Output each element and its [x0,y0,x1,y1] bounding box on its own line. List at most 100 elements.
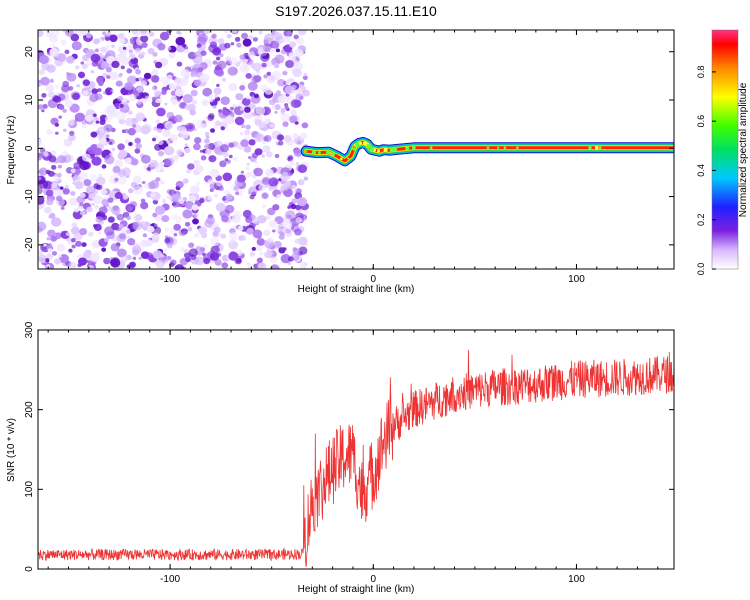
noise-blob [171,99,178,105]
noise-blob [46,198,54,206]
noise-blob [91,88,98,95]
noise-blob [133,175,142,184]
noise-blob [60,39,67,46]
noise-blob [92,224,97,228]
noise-blob [55,85,59,89]
noise-blob [38,226,43,233]
spectrogram-y-tick-label: 0 [24,145,35,151]
noise-blob [303,210,309,215]
noise-blob [228,83,238,92]
noise-blob [61,150,68,157]
noise-blob [71,41,82,51]
noise-blob [263,74,268,79]
colorbar-tick-label: 0.2 [696,213,706,226]
noise-blob [94,204,100,210]
noise-blob [266,237,274,243]
noise-blob [200,50,207,56]
noise-blob [303,176,309,181]
noise-blob [194,233,200,238]
noise-blob [104,237,109,243]
noise-blob [49,78,54,83]
noise-blob [149,179,160,189]
noise-blob [90,53,101,63]
noise-blob [133,242,141,249]
noise-blob [236,174,246,183]
noise-blob [66,72,77,82]
noise-blob [127,206,133,212]
noise-blob [152,232,160,239]
noise-blob [64,49,70,55]
noise-blob [166,140,171,144]
snr-panel: -100 0 100 0 100 200 300 Height of straight li… [6,321,675,595]
noise-blob [199,198,205,204]
noise-blob [241,81,246,86]
noise-blob [277,95,286,104]
track-speckle [503,146,507,150]
noise-blob [183,248,189,254]
noise-blob [171,193,181,202]
noise-blob [58,104,65,110]
noise-blob [47,248,53,253]
noise-blob [231,214,241,223]
track-speckle [340,157,343,161]
noise-blob [262,145,271,153]
noise-blob [215,120,221,126]
snr-series [38,349,674,567]
noise-blob [51,182,58,189]
noise-blob [204,138,210,144]
noise-blob [142,183,150,189]
noise-blob [230,42,235,46]
noise-blob [246,171,253,178]
noise-blob [258,30,263,35]
noise-blob [104,226,115,236]
noise-blob [151,86,156,90]
noise-blob [228,251,239,261]
noise-blob [79,228,88,236]
noise-blob [93,113,97,117]
noise-blob [247,81,258,91]
noise-blob [55,131,59,135]
noise-blob [166,123,171,128]
noise-blob [239,63,250,73]
noise-blob [62,108,67,113]
noise-blob [270,47,276,53]
noise-blob [71,222,78,228]
noise-blob [57,164,63,169]
noise-blob [247,51,255,58]
noise-blob [161,90,167,95]
noise-blob [96,126,107,136]
noise-blob [213,226,221,233]
noise-blob [178,126,187,135]
noise-blob [152,250,163,259]
noise-blob [241,32,248,40]
noise-blob [105,89,113,96]
noise-blob [216,69,225,77]
noise-blob [227,66,238,76]
noise-blob [261,154,265,158]
noise-blob [166,111,175,119]
noise-blob [38,176,42,181]
noise-blob [82,153,91,162]
noise-blob [81,63,88,70]
noise-blob [280,113,291,123]
snr-x-tick-label: 100 [568,574,585,585]
noise-blob [280,108,286,113]
noise-blob [157,139,164,145]
noise-blob [128,142,133,146]
noise-blob [217,64,222,68]
noise-blob [127,127,136,136]
noise-blob [39,55,49,65]
noise-blob [125,229,131,234]
noise-blob [193,159,200,166]
noise-blob [82,79,91,86]
colorbar: 0.0 0.2 0.4 0.6 0.8 Normalized spectral ampl… [696,29,749,275]
noise-blob [297,30,307,36]
noise-blob [211,33,217,39]
noise-blob [134,47,142,54]
noise-blob [65,232,70,236]
noise-blob [221,77,227,82]
noise-blob [165,237,171,243]
track-speckle [355,143,359,147]
noise-blob [124,82,134,91]
noise-blob [140,51,146,56]
